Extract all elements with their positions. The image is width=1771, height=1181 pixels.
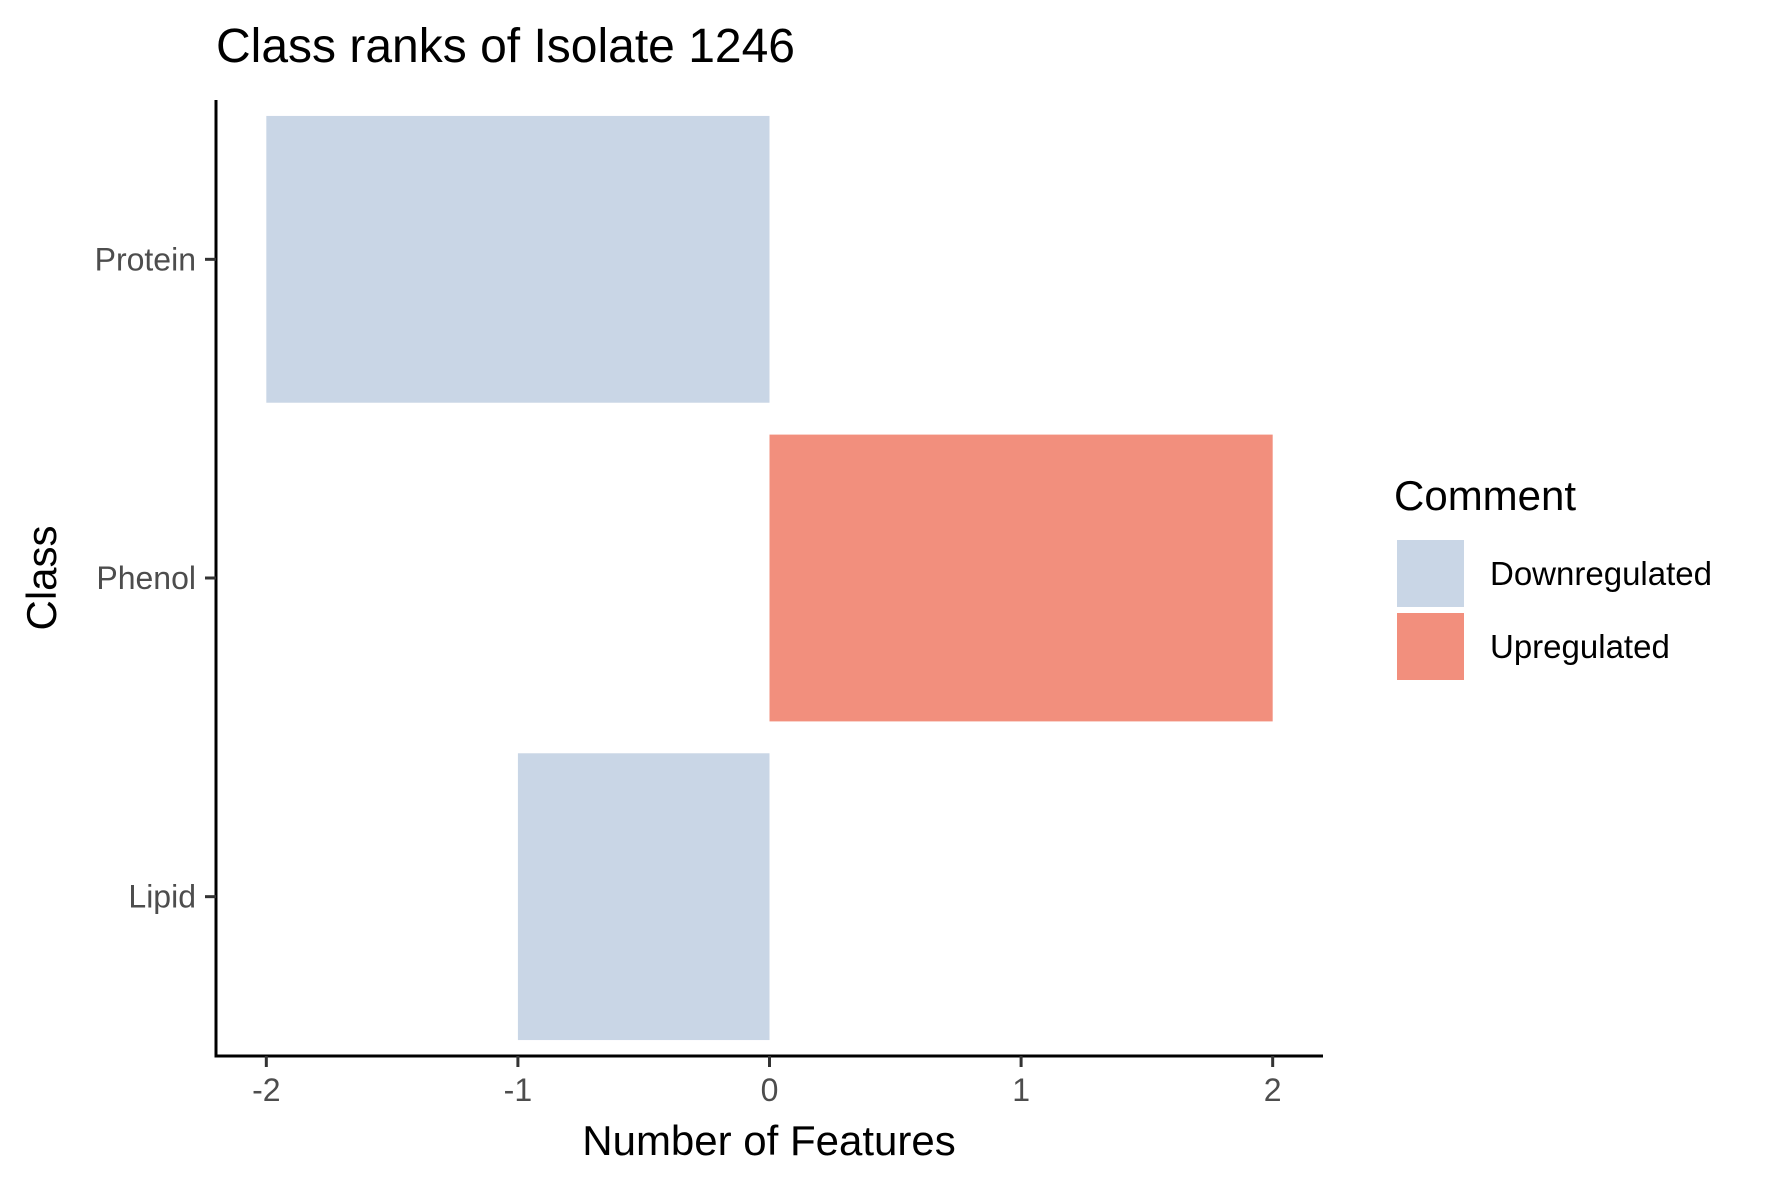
chart-title: Class ranks of Isolate 1246 <box>216 20 795 73</box>
y-tick-label: Lipid <box>128 879 196 915</box>
legend-label: Downregulated <box>1490 555 1712 592</box>
x-tick-label: 1 <box>1012 1072 1030 1108</box>
legend-items: Downregulated Upregulated <box>1397 540 1712 680</box>
bar-protein <box>266 115 770 403</box>
y-tick-label: Protein <box>95 241 196 277</box>
x-ticks: -2 -1 0 1 2 <box>252 1056 1282 1108</box>
legend-label: Upregulated <box>1490 628 1670 665</box>
legend: Comment Downregulated Upregulated <box>1394 472 1712 680</box>
x-tick-label: -2 <box>252 1072 280 1108</box>
x-tick-label: 0 <box>761 1072 779 1108</box>
y-tick-label: Phenol <box>96 560 196 596</box>
bar-phenol <box>769 434 1273 722</box>
x-tick-label: 2 <box>1264 1072 1282 1108</box>
y-ticks: Protein Phenol Lipid <box>95 241 216 915</box>
legend-title: Comment <box>1394 472 1576 519</box>
bars-layer <box>266 115 1273 1041</box>
x-tick-label: -1 <box>504 1072 532 1108</box>
bar-lipid <box>517 753 770 1041</box>
x-axis-title: Number of Features <box>582 1117 956 1164</box>
y-axis-title: Class <box>18 525 65 630</box>
legend-key-downregulated <box>1397 540 1464 607</box>
legend-key-upregulated <box>1397 613 1464 680</box>
